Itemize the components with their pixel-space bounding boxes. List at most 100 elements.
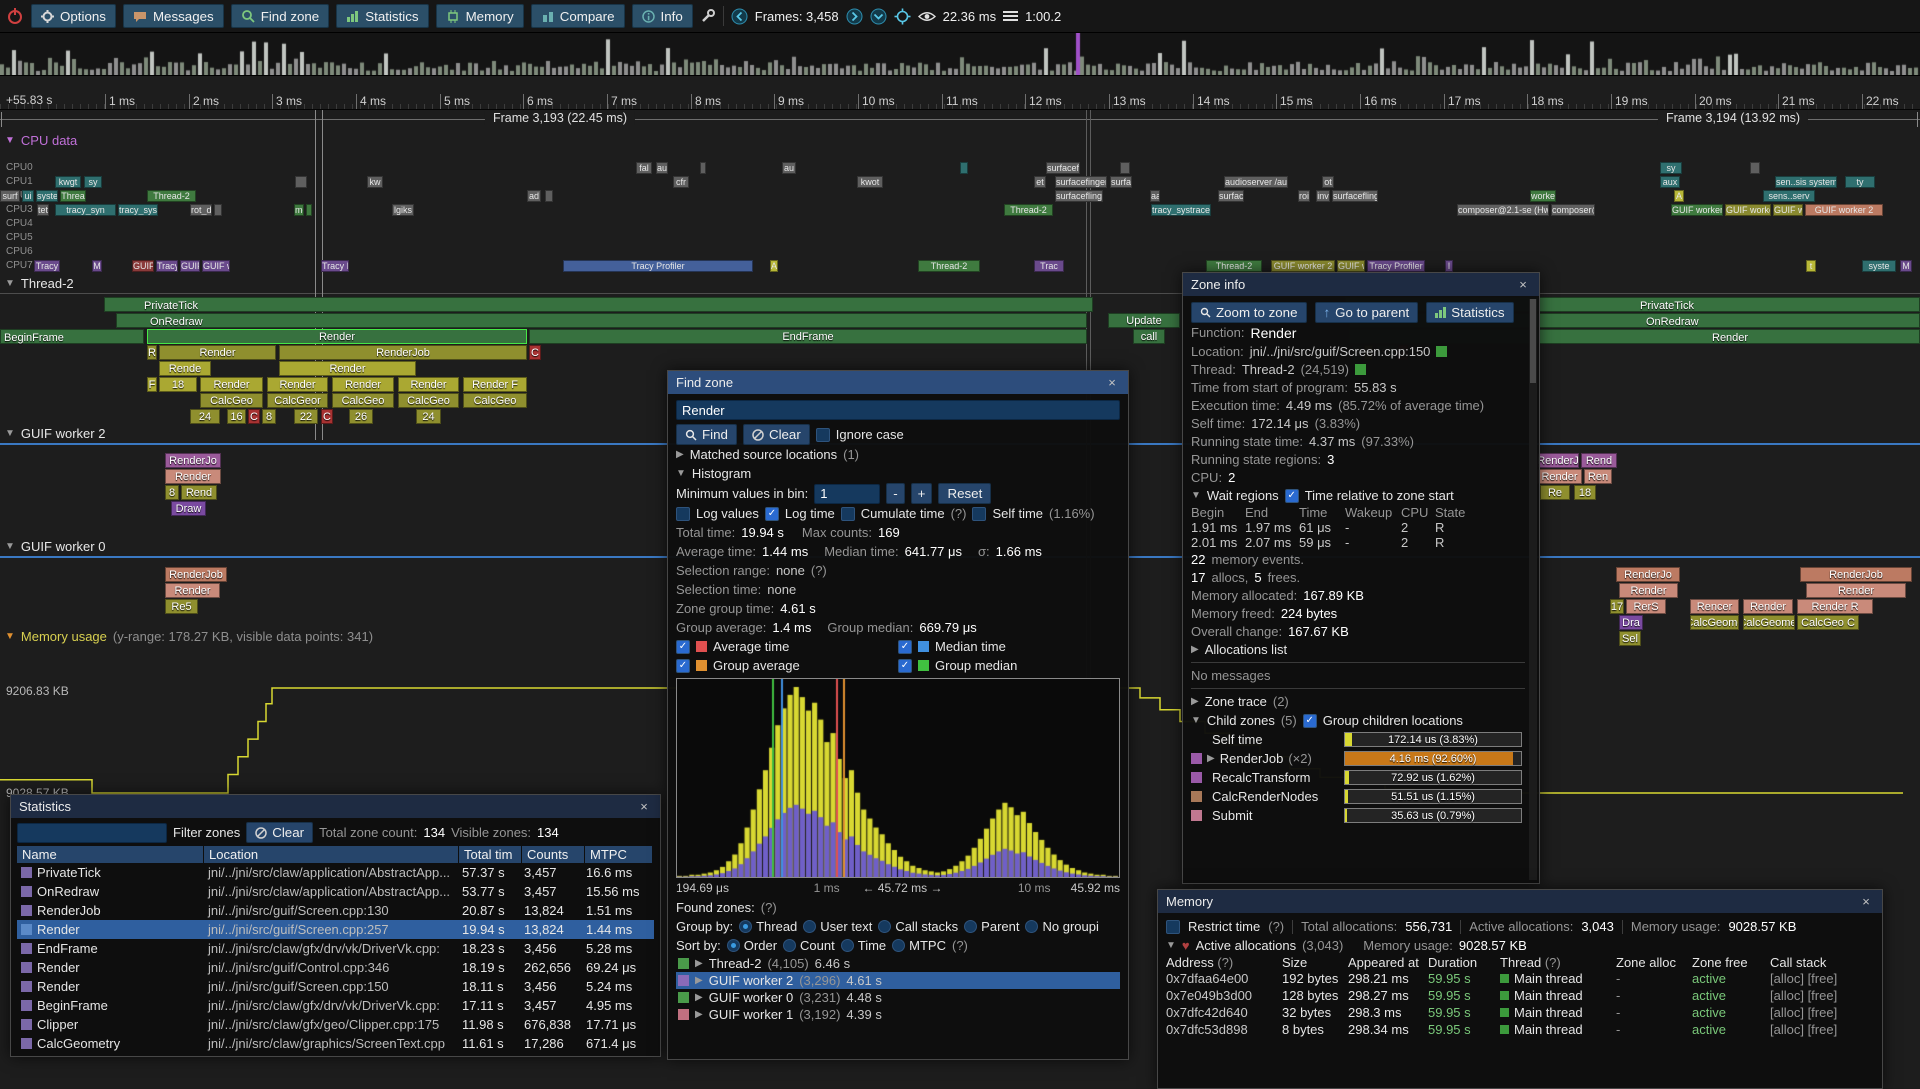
legend-checkbox[interactable]: [898, 659, 912, 673]
stats-column-header[interactable]: Location: [204, 846, 458, 863]
radio-icon[interactable]: [727, 939, 740, 952]
legend-item[interactable]: Average time: [676, 637, 898, 656]
wait-column-header[interactable]: End: [1245, 505, 1299, 520]
wait-column-header[interactable]: Time: [1299, 505, 1345, 520]
close-icon[interactable]: ×: [1515, 277, 1531, 292]
radio-icon[interactable]: [841, 939, 854, 952]
alloc-column-header[interactable]: Call stack: [1770, 955, 1866, 970]
group-by-option[interactable]: Parent: [964, 919, 1019, 934]
group-by-option[interactable]: Call stacks: [878, 919, 958, 934]
compare-button[interactable]: Compare: [531, 4, 625, 28]
power-icon[interactable]: [6, 7, 24, 25]
alloc-column-header[interactable]: Appeared at: [1348, 955, 1428, 970]
child-zone-row[interactable]: Self time 172.14 us (3.83%): [1191, 730, 1525, 749]
log-values-checkbox[interactable]: [676, 507, 690, 521]
allocation-row[interactable]: 0x7e049b3d00 128 bytes 298.27 ms 59.95 s…: [1166, 987, 1874, 1004]
stats-table-row[interactable]: OnRedraw jni/../jni/src/claw/application…: [17, 882, 654, 901]
statistics-window-titlebar[interactable]: Statistics ×: [11, 795, 660, 818]
alloc-column-header[interactable]: Thread (?): [1500, 955, 1616, 970]
sort-by-option[interactable]: Time: [841, 938, 886, 953]
radio-icon[interactable]: [878, 920, 891, 933]
zone-statistics-button[interactable]: Statistics: [1426, 302, 1513, 323]
allocation-row[interactable]: 0x7dfaa64e00 192 bytes 298.21 ms 59.95 s…: [1166, 970, 1874, 987]
stats-column-header[interactable]: Counts: [522, 846, 584, 863]
cpu-data-header[interactable]: ▼ CPU data: [5, 133, 77, 148]
memory-usage-header[interactable]: ▼ Memory usage (y-range: 178.27 KB, visi…: [5, 629, 373, 644]
min-bin-decrease-button[interactable]: -: [886, 483, 904, 504]
find-zone-window-titlebar[interactable]: Find zone ×: [668, 371, 1128, 394]
stats-table-row[interactable]: BeginFrame jni/../jni/src/claw/gfx/drv/v…: [17, 996, 654, 1015]
frame-dropdown-icon[interactable]: [870, 8, 887, 25]
stats-column-header[interactable]: Name: [17, 846, 203, 863]
find-zone-button[interactable]: Find zone: [231, 4, 330, 28]
allocation-row[interactable]: 0x7dfc53d898 8 bytes 298.34 ms 59.95 s M…: [1166, 1021, 1874, 1038]
prev-frame-icon[interactable]: [731, 8, 748, 25]
matched-locations-collapser[interactable]: ▶ Matched source locations (1): [676, 445, 1120, 464]
ignore-case-checkbox[interactable]: [816, 428, 830, 442]
memory-window-titlebar[interactable]: Memory ×: [1158, 890, 1882, 913]
legend-item[interactable]: Median time: [898, 637, 1120, 656]
thread2-header[interactable]: ▼ Thread-2: [5, 276, 74, 291]
child-zone-row[interactable]: CalcRenderNodes 51.51 us (1.15%): [1191, 787, 1525, 806]
legend-item[interactable]: Group average: [676, 656, 898, 675]
active-allocations-collapser[interactable]: ▼ ♥ Active allocations (3,043) Memory us…: [1166, 936, 1874, 955]
wait-column-header[interactable]: Begin: [1191, 505, 1245, 520]
messages-button[interactable]: Messages: [123, 4, 224, 28]
legend-checkbox[interactable]: [898, 640, 912, 654]
guif-worker0-header[interactable]: ▼ GUIF worker 0: [5, 539, 105, 554]
zone-group-row[interactable]: ▶ GUIF worker 2 (3,296) 4.61 s: [676, 972, 1120, 989]
clear-button[interactable]: Clear: [743, 424, 810, 445]
wait-regions-collapser[interactable]: ▼ Wait regions Time relative to zone sta…: [1191, 486, 1525, 505]
close-icon[interactable]: ×: [1858, 894, 1874, 909]
memory-button[interactable]: Memory: [436, 4, 524, 28]
stats-column-header[interactable]: Total tim: [459, 846, 521, 863]
list-icon[interactable]: [1003, 10, 1018, 22]
crosshair-icon[interactable]: [894, 8, 911, 25]
radio-icon[interactable]: [1025, 920, 1038, 933]
child-zone-row[interactable]: ▶ RenderJob (×2) 4.16 ms (92.60%): [1191, 749, 1525, 768]
find-button[interactable]: Find: [676, 424, 737, 445]
find-zone-search-input[interactable]: [676, 400, 1120, 420]
group-children-checkbox[interactable]: [1303, 714, 1317, 728]
statistics-button[interactable]: Statistics: [336, 4, 428, 28]
sort-by-option[interactable]: Order: [727, 938, 777, 953]
cumulate-time-checkbox[interactable]: [841, 507, 855, 521]
allocations-list-collapser[interactable]: ▶ Allocations list: [1191, 640, 1525, 659]
legend-checkbox[interactable]: [676, 659, 690, 673]
min-bin-increase-button[interactable]: +: [911, 483, 933, 504]
child-zone-row[interactable]: Submit 35.63 us (0.79%): [1191, 806, 1525, 825]
group-by-option[interactable]: No groupi: [1025, 919, 1098, 934]
stats-clear-button[interactable]: Clear: [246, 822, 313, 843]
sort-by-option[interactable]: Count: [783, 938, 835, 953]
child-zones-collapser[interactable]: ▼ Child zones (5) Group children locatio…: [1191, 711, 1525, 730]
wait-column-header[interactable]: Wakeup: [1345, 505, 1401, 520]
stats-column-header[interactable]: MTPC: [585, 846, 652, 863]
scrollbar-thumb[interactable]: [1530, 299, 1536, 383]
alloc-column-header[interactable]: Duration: [1428, 955, 1500, 970]
log-time-checkbox[interactable]: [765, 507, 779, 521]
info-button[interactable]: Info: [632, 4, 693, 28]
filter-zones-input[interactable]: [17, 823, 167, 843]
eye-icon[interactable]: [918, 10, 936, 23]
next-frame-icon[interactable]: [846, 8, 863, 25]
close-icon[interactable]: ×: [636, 799, 652, 814]
find-zone-histogram[interactable]: [676, 678, 1120, 878]
stats-table-row[interactable]: CalcGeometry jni/../jni/src/claw/graphic…: [17, 1034, 654, 1053]
zoom-to-zone-button[interactable]: Zoom to zone: [1191, 302, 1307, 323]
histogram-collapser[interactable]: ▼ Histogram: [676, 464, 1120, 483]
stats-table-row[interactable]: Render jni/../jni/src/guif/Screen.cpp:15…: [17, 977, 654, 996]
child-zone-row[interactable]: RecalcTransform 72.92 us (1.62%): [1191, 768, 1525, 787]
scrollbar[interactable]: [1529, 299, 1537, 880]
guif-worker2-header[interactable]: ▼ GUIF worker 2: [5, 426, 105, 441]
wait-column-header[interactable]: State: [1435, 505, 1473, 520]
radio-icon[interactable]: [964, 920, 977, 933]
stats-table-row[interactable]: RenderJob jni/../jni/src/guif/Screen.cpp…: [17, 901, 654, 920]
alloc-column-header[interactable]: Address (?): [1166, 955, 1282, 970]
zone-trace-collapser[interactable]: ▶ Zone trace (2): [1191, 692, 1525, 711]
radio-icon[interactable]: [803, 920, 816, 933]
stats-table-row[interactable]: EndFrame jni/../jni/src/claw/gfx/drv/vk/…: [17, 939, 654, 958]
radio-icon[interactable]: [783, 939, 796, 952]
zone-group-row[interactable]: ▶ Thread-2 (4,105) 6.46 s: [676, 955, 1120, 972]
stats-table-row[interactable]: Clipper jni/../jni/src/claw/gfx/geo/Clip…: [17, 1015, 654, 1034]
radio-icon[interactable]: [739, 920, 752, 933]
